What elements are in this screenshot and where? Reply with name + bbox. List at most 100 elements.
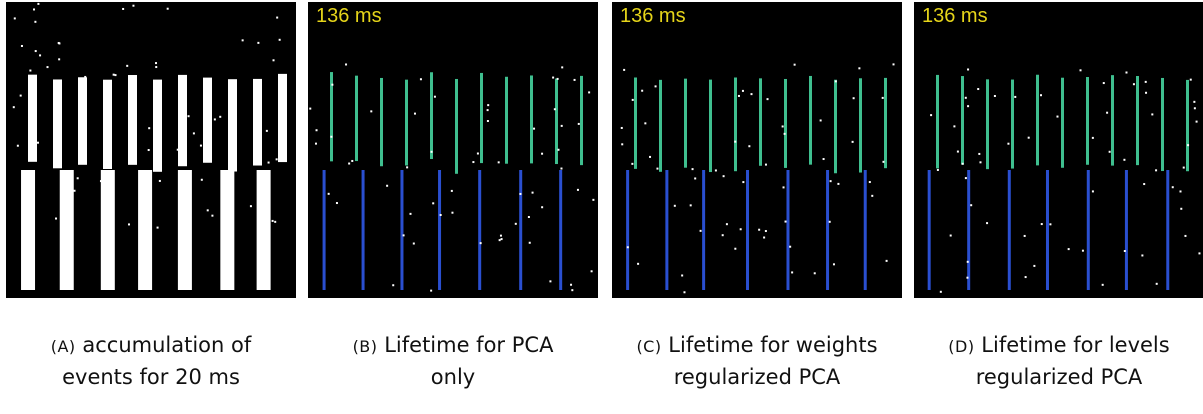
stripe bbox=[555, 79, 558, 164]
noise bbox=[155, 62, 157, 64]
stripe bbox=[1036, 75, 1039, 166]
noise bbox=[193, 132, 195, 134]
stripe bbox=[665, 170, 668, 290]
noise bbox=[336, 202, 338, 204]
noise bbox=[274, 221, 276, 223]
noise bbox=[33, 8, 35, 10]
noise bbox=[1106, 112, 1108, 114]
noise bbox=[577, 189, 579, 191]
noise bbox=[276, 17, 278, 19]
stripe bbox=[734, 77, 737, 171]
noise bbox=[430, 290, 432, 292]
noise bbox=[1156, 283, 1158, 285]
noise bbox=[39, 54, 41, 56]
noise bbox=[632, 99, 634, 101]
noise bbox=[852, 141, 854, 143]
noise bbox=[656, 168, 658, 170]
noise bbox=[715, 169, 717, 171]
noise bbox=[1040, 94, 1042, 96]
noise bbox=[560, 168, 562, 170]
caption-text: regularized PCA bbox=[674, 365, 841, 389]
noise bbox=[1025, 276, 1027, 278]
stripe bbox=[634, 77, 637, 168]
noise bbox=[414, 113, 416, 115]
noise bbox=[978, 153, 980, 155]
noise bbox=[17, 145, 19, 147]
noise bbox=[155, 66, 157, 68]
noise bbox=[621, 127, 623, 129]
noise bbox=[71, 170, 73, 172]
noise bbox=[681, 274, 683, 276]
noise bbox=[185, 205, 187, 207]
stripe bbox=[480, 73, 483, 163]
noise bbox=[858, 67, 860, 69]
noise bbox=[1014, 96, 1016, 98]
stripe bbox=[1161, 78, 1164, 171]
noise bbox=[631, 163, 633, 165]
stripe bbox=[786, 170, 789, 290]
noise bbox=[487, 104, 489, 106]
noise bbox=[55, 218, 57, 220]
stripe bbox=[257, 170, 271, 290]
noise bbox=[148, 149, 150, 151]
noise bbox=[722, 234, 724, 236]
noise bbox=[122, 8, 124, 10]
noise bbox=[200, 145, 202, 147]
stripe bbox=[101, 170, 115, 290]
noise bbox=[986, 222, 988, 224]
noise bbox=[823, 158, 825, 160]
noise bbox=[272, 220, 274, 222]
noise bbox=[871, 195, 873, 197]
caption-text: regularized PCA bbox=[976, 365, 1143, 389]
noise bbox=[740, 228, 742, 230]
subfigure-label: (C) bbox=[636, 337, 661, 356]
event-image: 136 ms bbox=[308, 2, 598, 298]
noise bbox=[578, 123, 580, 125]
noise bbox=[276, 158, 278, 160]
noise bbox=[500, 235, 502, 237]
noise bbox=[552, 77, 554, 79]
stripe bbox=[936, 75, 939, 168]
stripe bbox=[580, 76, 583, 165]
noise bbox=[835, 80, 837, 82]
stripe bbox=[986, 79, 989, 169]
noise bbox=[35, 50, 37, 52]
noise bbox=[1179, 190, 1181, 192]
noise bbox=[431, 151, 433, 153]
noise bbox=[814, 272, 816, 274]
noise bbox=[477, 152, 479, 154]
noise bbox=[451, 212, 453, 214]
noise bbox=[413, 243, 415, 245]
noise bbox=[434, 96, 436, 98]
stripe bbox=[203, 78, 212, 163]
noise bbox=[1033, 265, 1035, 267]
noise bbox=[316, 129, 318, 131]
noise bbox=[533, 128, 535, 130]
stripe bbox=[228, 79, 237, 171]
noise bbox=[853, 97, 855, 99]
noise bbox=[1082, 250, 1084, 252]
noise bbox=[994, 95, 996, 97]
stripe bbox=[103, 80, 112, 169]
noise bbox=[328, 193, 330, 195]
stripe bbox=[1086, 77, 1089, 165]
stripe bbox=[834, 80, 837, 174]
noise bbox=[386, 185, 388, 187]
noise bbox=[970, 204, 972, 206]
noise bbox=[345, 63, 347, 65]
stripe bbox=[323, 170, 326, 290]
noise bbox=[750, 93, 752, 95]
noise bbox=[115, 74, 117, 76]
noise bbox=[869, 181, 871, 183]
noise bbox=[330, 136, 332, 138]
noise bbox=[1092, 137, 1094, 139]
noise bbox=[268, 162, 270, 164]
noise bbox=[734, 248, 736, 250]
noise bbox=[785, 221, 787, 223]
noise bbox=[1124, 250, 1126, 252]
stripe bbox=[178, 170, 192, 290]
noise bbox=[1190, 79, 1192, 81]
stripe bbox=[519, 170, 522, 290]
